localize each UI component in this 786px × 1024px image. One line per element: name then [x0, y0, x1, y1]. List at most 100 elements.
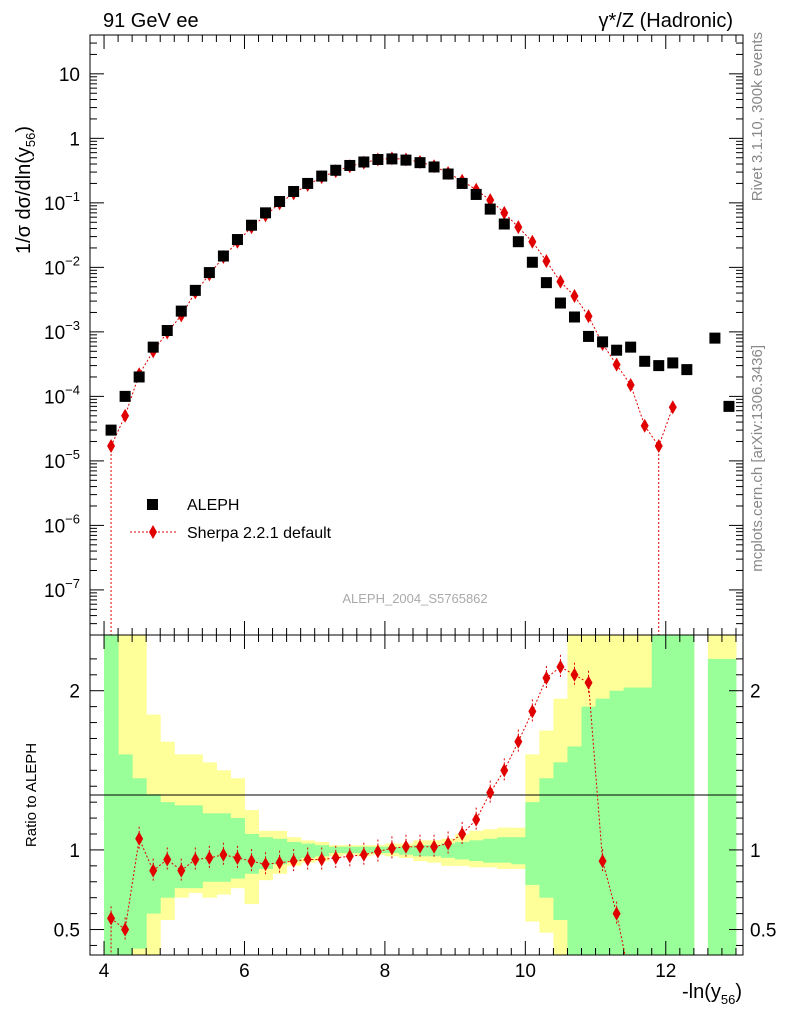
ratio-band-green [497, 837, 512, 863]
main-data-point [428, 161, 440, 173]
main-data-point [288, 185, 300, 197]
ratio-mc-point [472, 812, 481, 827]
ratio-band-green [160, 802, 175, 898]
ratio-band-green [314, 845, 330, 857]
main-mc-line [110, 157, 674, 448]
ratio-band-green [188, 805, 203, 889]
main-data-point [709, 332, 721, 344]
main-data-point [625, 341, 637, 353]
main-y-tick-label: 10 [59, 65, 80, 86]
main-y-tick-label: 10−7 [44, 576, 80, 602]
main-data-point [119, 390, 131, 402]
main-mc-point [500, 205, 509, 220]
ratio-y-tick-label-right: 2 [750, 682, 761, 703]
main-data-point [372, 153, 384, 165]
x-tick-label: 12 [655, 961, 676, 982]
ratio-mc-point [416, 839, 425, 854]
ratio-y-axis-label: Ratio to ALEPH [23, 743, 40, 847]
main-data-point [189, 284, 201, 296]
main-data-point [653, 360, 665, 372]
main-data-point [302, 177, 314, 189]
ratio-mc-point [205, 850, 214, 865]
main-mc-point [121, 408, 130, 423]
ratio-mc-point [275, 855, 284, 870]
ratio-band-green [146, 794, 161, 914]
main-y-tick-label: 10−1 [44, 189, 80, 215]
ratio-band-green [707, 658, 723, 955]
main-y-tick-label: 1 [69, 129, 80, 150]
main-data-point [358, 156, 370, 168]
main-data-point [681, 364, 693, 376]
main-mc-point [542, 254, 551, 269]
header-left-label: 91 GeV ee [103, 10, 199, 32]
main-data-point [540, 277, 552, 289]
ratio-mc-point [444, 836, 453, 851]
main-data-point [260, 207, 272, 219]
ratio-panel-frame [89, 634, 744, 956]
main-data-point [667, 357, 679, 369]
ratio-mc-point [401, 839, 410, 854]
main-y-axis-label-sub: 56 [23, 133, 38, 147]
ratio-band-green [567, 746, 583, 955]
ratio-mc-point [458, 827, 467, 842]
ratio-mc-point [584, 675, 593, 690]
ratio-y-tick-label-right: 1 [750, 841, 761, 862]
ratio-band-green [230, 818, 245, 879]
main-data-point [554, 297, 566, 309]
main-panel: 10 1 10−1 10−2 10−3 10−4 10−5 10−6 10−7 ALEPH_20… [13, 34, 744, 636]
ratio-mc-point [570, 667, 579, 682]
ratio-band-green [455, 841, 470, 860]
main-data-point [484, 203, 496, 215]
main-mc-point [626, 378, 635, 393]
main-data-point [161, 325, 173, 337]
main-y-tick-label: 10−2 [44, 253, 80, 279]
ratio-mc-point [500, 763, 509, 778]
ratio-mc-point [303, 852, 312, 867]
main-data-point [274, 195, 286, 207]
main-mc-point [612, 357, 621, 372]
legend-mc-label: Sherpa 2.2.1 default [187, 525, 332, 542]
main-data-point [316, 170, 328, 182]
main-mc-point [570, 288, 579, 303]
ratio-mc-point [289, 854, 298, 869]
ratio-band-green [553, 762, 568, 920]
ratio-mc-point [373, 844, 382, 859]
ratio-panel: 0.5 0.51 12 24 6 8 10 12 Ratio to ALEPH -ln(y56… [23, 634, 776, 1007]
ratio-mc-point [528, 704, 537, 719]
x-tick-label: 8 [380, 961, 391, 982]
ratio-band-green [469, 840, 484, 862]
ratio-mc-point [233, 850, 242, 865]
ratio-mc-point [430, 839, 439, 854]
main-mc-point [584, 309, 593, 324]
ratio-mc-point [542, 670, 551, 685]
ratio-mc-point [556, 659, 565, 674]
main-y-tick-label: 10−5 [44, 447, 80, 473]
ratio-band-green [441, 843, 456, 858]
main-data-point [414, 157, 426, 169]
x-axis-label-text: -ln(y [682, 981, 721, 1003]
ratio-band-green [609, 690, 625, 955]
ratio-band-green [300, 843, 316, 858]
main-y-axis-label-text: 1/σ dσ/dln(y [13, 147, 35, 254]
ratio-mc-point [163, 852, 172, 867]
ratio-band-green [637, 687, 653, 955]
ratio-mc-point [191, 852, 200, 867]
main-y-axis-label-end: ) [13, 126, 35, 133]
ratio-mc-point [135, 831, 144, 846]
ratio-mc-point [486, 785, 495, 800]
rivet-version-label: Rivet 3.1.10, 300k events [749, 32, 766, 201]
watermark-label: ALEPH_2004_S5765862 [342, 591, 487, 606]
main-data-point [611, 344, 623, 356]
ratio-mc-point [359, 847, 368, 862]
main-data-point [723, 400, 735, 412]
main-data-point [639, 355, 651, 367]
main-data-point [245, 219, 257, 231]
ratio-band-green [721, 658, 737, 955]
x-tick-label: 10 [515, 961, 536, 982]
ratio-mc-point [317, 852, 326, 867]
main-data-point [217, 250, 229, 262]
main-mc-point [668, 400, 677, 415]
legend: ALEPH Sherpa 2.2.1 default [130, 497, 332, 542]
ratio-band-green [623, 687, 639, 955]
main-data-point [386, 153, 398, 165]
